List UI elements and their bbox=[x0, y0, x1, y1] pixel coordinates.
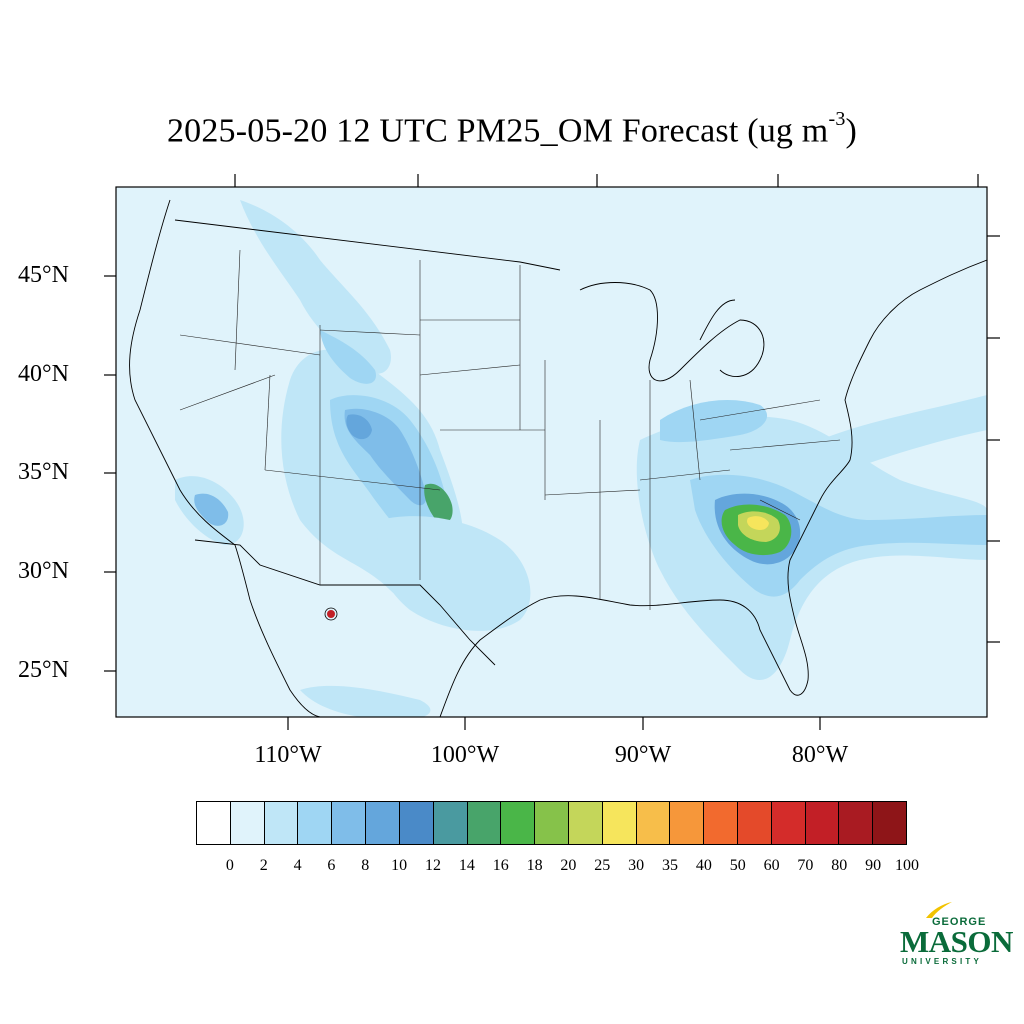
colorbar-cell bbox=[197, 802, 231, 844]
colorbar-tick: 0 bbox=[225, 857, 234, 874]
colorbar-cell bbox=[805, 802, 840, 844]
colorbar-cell bbox=[738, 802, 772, 844]
plume-mexico bbox=[300, 685, 431, 717]
plume-atlantic bbox=[819, 395, 987, 471]
colorbar-tick: 70 bbox=[797, 857, 814, 874]
colorbar-tick: 6 bbox=[327, 857, 336, 874]
colorbar-cell bbox=[873, 802, 907, 844]
colorbar-tick: 90 bbox=[865, 857, 882, 874]
fire-hotspot-halo bbox=[324, 607, 338, 621]
plume-colorado-hot bbox=[346, 414, 372, 440]
colorbar-tick: 25 bbox=[594, 857, 611, 874]
colorbar-cell bbox=[602, 802, 637, 844]
colorbar-cell bbox=[433, 802, 468, 844]
lat-label-30n: 30°N bbox=[18, 558, 69, 584]
lon-label-110w: 110°W bbox=[254, 742, 322, 768]
tick-marks bbox=[104, 174, 1000, 730]
george-mason-logo: GEORGE MASON UNIVERSITY bbox=[898, 900, 1013, 970]
gulf-coast bbox=[439, 259, 987, 717]
lon-label-80w: 80°W bbox=[791, 742, 849, 768]
colorbar-tick: 14 bbox=[458, 857, 475, 874]
colorbar-cell bbox=[366, 802, 400, 844]
plume-ohio bbox=[660, 400, 768, 443]
us-canada-border bbox=[174, 219, 561, 271]
lat-label-35n: 35°N bbox=[18, 459, 69, 485]
swoosh-icon bbox=[926, 902, 952, 918]
colorbar-tick: 35 bbox=[662, 857, 678, 874]
colorbar-cell bbox=[230, 802, 265, 844]
logo-university: UNIVERSITY bbox=[902, 957, 983, 966]
colorbar-tick: 16 bbox=[492, 857, 509, 874]
colorbar-cell bbox=[332, 802, 367, 844]
colorbar-tick: 12 bbox=[425, 857, 441, 874]
great-lakes bbox=[579, 282, 765, 382]
logo-george: GEORGE bbox=[932, 916, 987, 928]
colorbar bbox=[196, 801, 907, 845]
colorbar-cell bbox=[501, 802, 536, 844]
plume-southeast-yellow bbox=[747, 516, 769, 531]
fire-hotspot bbox=[327, 610, 335, 618]
logo-mason: MASON bbox=[900, 924, 1013, 959]
colorbar-cell bbox=[568, 802, 603, 844]
colorbar-tick: 8 bbox=[361, 857, 370, 874]
plume-north-core bbox=[320, 330, 376, 384]
colorbar-cell bbox=[467, 802, 502, 844]
colorbar-cell bbox=[704, 802, 738, 844]
map-frame bbox=[115, 186, 988, 718]
plume-north bbox=[240, 200, 391, 374]
colorbar-cell bbox=[771, 802, 806, 844]
colorbar-tick: 20 bbox=[560, 857, 577, 874]
colorbar-tick: 100 bbox=[895, 857, 919, 874]
title-closing: ) bbox=[845, 112, 858, 150]
lon-label-100w: 100°W bbox=[430, 742, 500, 768]
title-main: 2025-05-20 12 UTC PM25_OM Forecast (ug m bbox=[166, 112, 829, 150]
title-superscript: -3 bbox=[828, 108, 846, 130]
colorbar-tick: 4 bbox=[293, 857, 302, 874]
colorbar-tick: 18 bbox=[526, 857, 543, 874]
lat-label-40n: 40°N bbox=[18, 361, 69, 387]
west-coast bbox=[129, 199, 321, 717]
colorbar-tick: 80 bbox=[831, 857, 848, 874]
chart-title: 2025-05-20 12 UTC PM25_OM Forecast (ug m… bbox=[0, 108, 1024, 150]
colorbar-tick-labels: 0 2 4 6 8 10 12 14 16 18 20 25 30 35 40 50 60 70 80 90 100 bbox=[196, 857, 919, 879]
lat-label-45n: 45°N bbox=[18, 262, 69, 288]
lon-label-90w: 90°W bbox=[614, 742, 672, 768]
colorbar-tick: 60 bbox=[763, 857, 780, 874]
colorbar-tick: 2 bbox=[259, 857, 268, 874]
state-lines bbox=[179, 249, 841, 610]
colorbar-cell bbox=[670, 802, 705, 844]
colorbar-tick: 50 bbox=[729, 857, 746, 874]
colorbar-cell bbox=[636, 802, 671, 844]
colorbar-cell bbox=[399, 802, 434, 844]
boundaries bbox=[129, 199, 987, 717]
plume-california-core bbox=[194, 493, 229, 526]
colorbar-cell bbox=[264, 802, 299, 844]
plume-panhandle bbox=[424, 483, 453, 524]
plume-texas bbox=[376, 516, 531, 631]
colorbar-tick: 10 bbox=[391, 857, 408, 874]
colorbar-cell bbox=[839, 802, 874, 844]
us-mexico-border bbox=[194, 539, 496, 666]
colorbar-cell bbox=[298, 802, 333, 844]
lat-label-25n: 25°N bbox=[18, 657, 69, 683]
colorbar-tick: 40 bbox=[695, 857, 712, 874]
colorbar-cell bbox=[535, 802, 569, 844]
colorbar-tick: 30 bbox=[628, 857, 645, 874]
